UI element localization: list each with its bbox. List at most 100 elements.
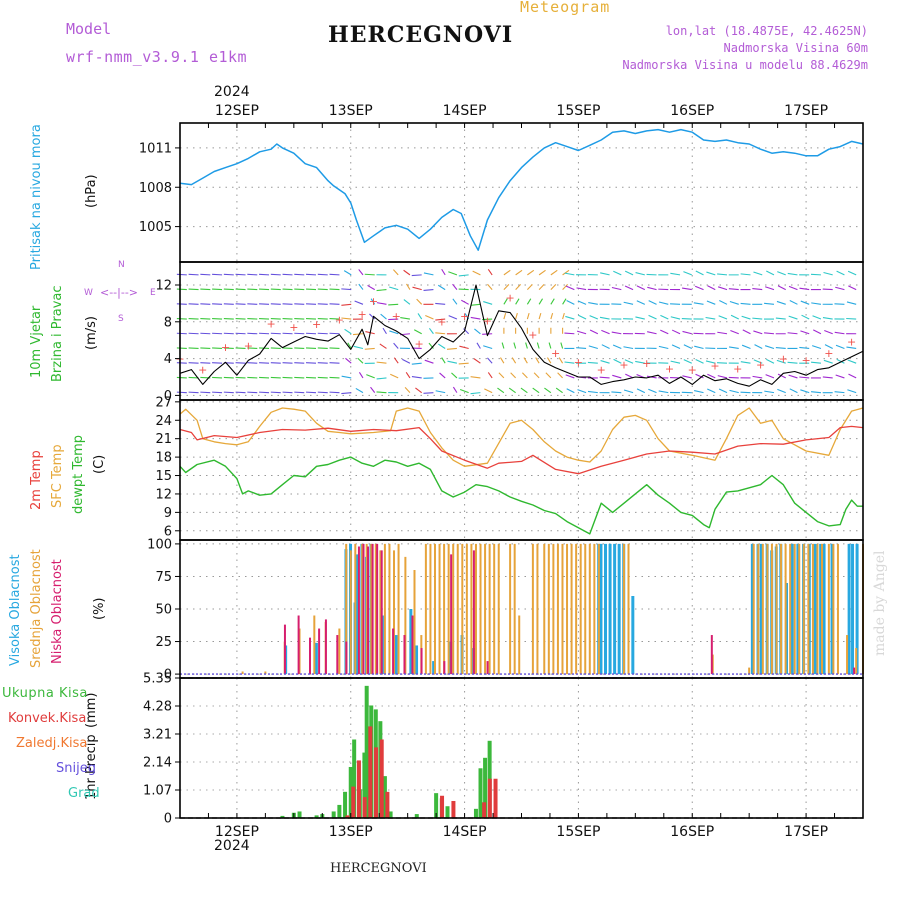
wind-arrow — [435, 390, 446, 394]
wind-arrow — [728, 346, 739, 350]
wind-arrow — [836, 270, 845, 276]
wind-arrow — [345, 357, 352, 364]
precip-total-bar — [364, 685, 369, 818]
wind-arrow — [742, 329, 751, 335]
precip-total-bar — [314, 815, 319, 818]
wind-arrow — [834, 331, 845, 335]
y-tick-label: 4 — [164, 352, 172, 367]
wind-arrow — [317, 317, 328, 320]
precip-total-bar — [388, 811, 393, 818]
wind-arrow — [200, 288, 211, 291]
wind-arrow — [740, 302, 751, 305]
wind-arrow — [613, 358, 622, 364]
precip-total-bar — [297, 811, 302, 818]
wind-arrow — [576, 287, 587, 291]
wind-arrow — [497, 387, 505, 394]
wind-arrow — [588, 302, 598, 305]
wind-arrow — [235, 288, 246, 291]
wind-arrow — [294, 376, 305, 379]
wind-arrow — [648, 300, 657, 305]
wind-arrow — [235, 391, 246, 394]
x-label-bottom: 17SEP — [784, 824, 828, 840]
wind-arrow — [294, 362, 305, 364]
panel-frame — [179, 677, 864, 819]
wind-arrow — [521, 372, 528, 379]
wind-arrow — [306, 303, 317, 305]
wind-arrow — [487, 283, 493, 290]
y-tick-label: 27 — [155, 395, 172, 410]
wind-arrow — [562, 284, 568, 290]
wind-arrow — [259, 391, 270, 394]
wind-arrow — [741, 315, 751, 320]
wind-arrow — [317, 391, 328, 394]
wind-arrow — [329, 288, 340, 291]
wind-arrow — [447, 360, 458, 364]
wind-arrow — [306, 376, 317, 379]
wind-arrow — [353, 333, 364, 336]
wind-arrow — [752, 317, 763, 320]
wind-arrow — [635, 316, 645, 320]
wind-arrow — [458, 288, 469, 291]
wind-arrow — [343, 270, 352, 276]
wind-arrow — [441, 357, 446, 364]
pressure-series-line — [179, 128, 864, 251]
wind-arrow — [740, 361, 751, 364]
precip-conv-bar — [374, 747, 379, 818]
wind-arrow — [513, 342, 517, 349]
wind-arrow — [306, 391, 317, 394]
wind-arrow — [329, 273, 340, 276]
wind-arrow — [344, 328, 352, 335]
wind-arrow — [835, 286, 845, 291]
y-tick-label: 8 — [164, 315, 172, 330]
year-bottom: 2024 — [214, 838, 250, 854]
wind-arrow — [390, 373, 399, 379]
station-title: HERCEGNOVI — [328, 22, 514, 48]
lonlat-label: lon,lat (18.4875E, 42.4625N) — [665, 24, 868, 38]
wind-arrow — [515, 312, 518, 320]
gust-marker: + — [460, 310, 469, 323]
wind-arrow — [799, 376, 810, 379]
wind-arrow — [682, 287, 692, 291]
watermark: made by Angel — [872, 550, 888, 657]
wind-arrow — [740, 273, 751, 276]
wind-arrow — [623, 346, 634, 350]
wind-arrow — [695, 270, 704, 276]
wind-arrow — [588, 345, 598, 350]
wind-arrow — [683, 359, 692, 364]
pressure-ylabel-1: Pritisak na nivou mora — [29, 124, 44, 270]
x-label-bottom: 16SEP — [670, 824, 714, 840]
gust-marker: + — [266, 317, 275, 330]
wind-arrow — [376, 361, 387, 364]
wind-arrow — [306, 288, 317, 291]
wind-arrow — [836, 358, 845, 364]
wind-arrow — [188, 332, 199, 335]
wind-arrow — [777, 388, 786, 394]
wind-arrow — [705, 316, 716, 320]
y-tick-label: 21 — [155, 432, 172, 447]
wind-arrow — [382, 327, 387, 335]
wind-arrow — [411, 274, 422, 277]
wind-arrow — [200, 303, 211, 305]
wind-arrow — [411, 362, 422, 365]
wind-arrow — [753, 359, 763, 364]
wind-arrow — [694, 285, 704, 291]
model-label: Model — [66, 20, 112, 38]
wind-arrow — [682, 330, 692, 335]
wind-ylabel-2: Brzina i Pravac — [50, 285, 65, 382]
wind-arrow — [188, 347, 199, 350]
wind-arrow — [557, 372, 563, 379]
wind-arrow — [587, 361, 598, 364]
wind-arrow — [341, 303, 352, 306]
precip-conv-bar — [440, 795, 445, 818]
wind-arrow — [176, 332, 187, 335]
y-tick-label: 25 — [155, 635, 172, 650]
wind-arrow — [188, 362, 199, 364]
wind-arrow — [441, 268, 446, 276]
wind-arrow — [718, 315, 728, 320]
wind-arrow — [600, 360, 610, 364]
y-tick-label: 3.21 — [143, 728, 172, 743]
wind-arrow — [523, 357, 528, 364]
wind-arrow — [789, 388, 798, 394]
wind-speed-line — [179, 284, 864, 387]
wind-arrow — [526, 298, 532, 305]
